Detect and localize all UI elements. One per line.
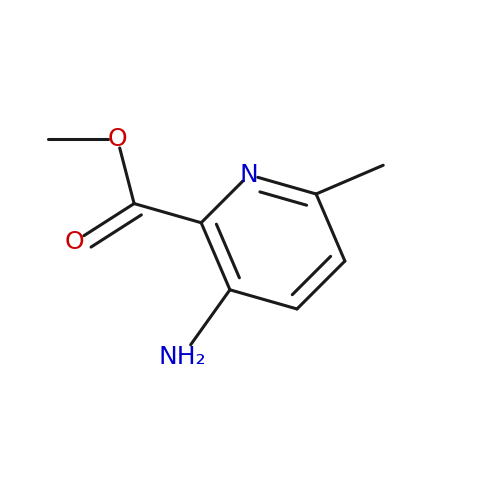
Text: O: O (65, 230, 84, 254)
Text: NH₂: NH₂ (158, 345, 206, 369)
Text: N: N (240, 163, 259, 187)
Text: O: O (108, 127, 127, 151)
